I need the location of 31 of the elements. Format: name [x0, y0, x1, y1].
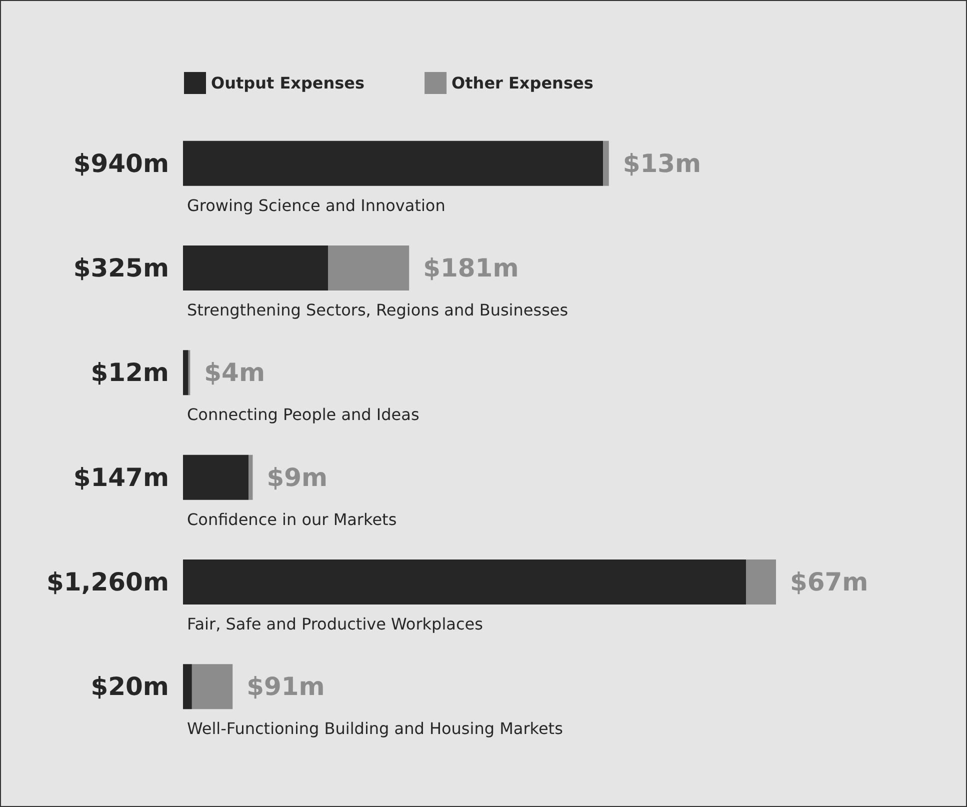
bar — [183, 560, 746, 604]
y-tick-label: Confidence in our Markets — [187, 510, 397, 529]
bar — [192, 664, 233, 710]
data-label: $91m — [246, 672, 325, 702]
data-label: $13m — [622, 148, 702, 178]
bar — [183, 140, 604, 186]
bar — [183, 454, 249, 500]
bar — [248, 454, 253, 500]
y-tick-label: Strengthening Sectors, Regions and Businesses — [187, 300, 568, 320]
legend-label: Output Expenses — [211, 74, 365, 92]
data-label: $325m — [73, 254, 169, 282]
bar — [183, 664, 192, 710]
data-label: $12m — [90, 358, 169, 388]
legend-label: Other Expenses — [452, 74, 594, 92]
bar — [183, 246, 328, 290]
data-label: $4m — [204, 358, 265, 388]
y-tick-label: Connecting People and Ideas — [187, 405, 420, 424]
bar — [603, 140, 609, 186]
bar — [746, 560, 776, 604]
bar — [328, 246, 410, 290]
bar — [183, 350, 188, 396]
data-label: $9m — [266, 462, 328, 492]
data-label: $1,260m — [46, 568, 169, 596]
y-tick-label: Well-Functioning Building and Housing Markets — [187, 719, 563, 738]
y-tick-label: Growing Science and Innovation — [187, 196, 446, 215]
data-label: $181m — [423, 254, 519, 282]
data-label: $20m — [90, 672, 169, 702]
y-tick-label: Fair, Safe and Productive Workplaces — [187, 614, 483, 634]
data-label: $67m — [790, 568, 868, 596]
data-label: $147m — [73, 462, 169, 492]
data-label: $940m — [73, 148, 169, 178]
